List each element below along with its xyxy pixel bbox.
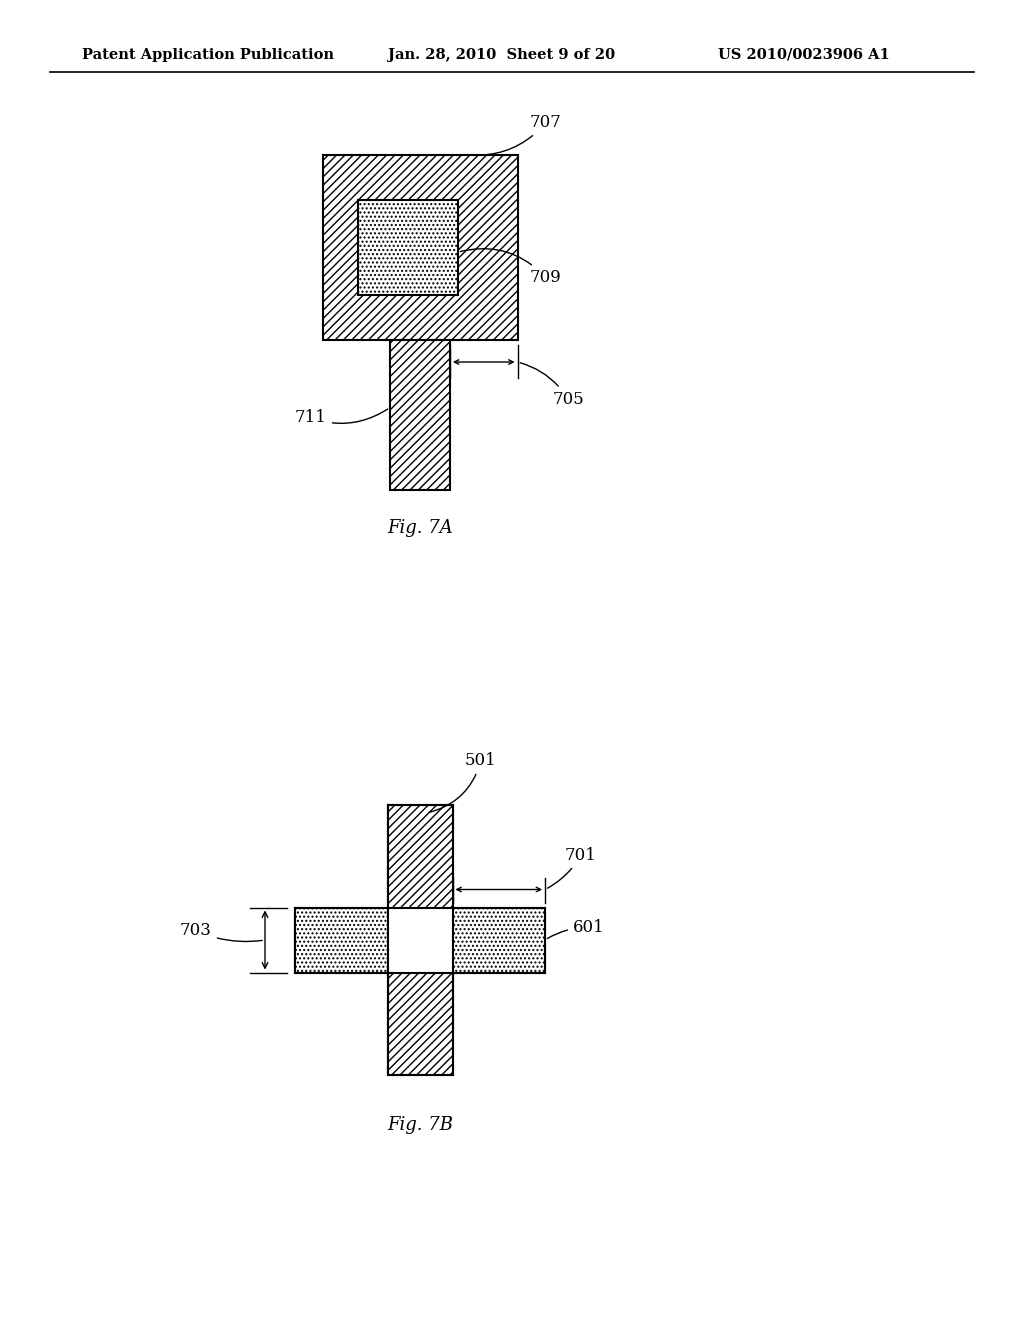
Text: 707: 707 bbox=[471, 114, 562, 156]
Text: Fig. 7B: Fig. 7B bbox=[387, 1115, 453, 1134]
Text: 601: 601 bbox=[548, 919, 605, 939]
Bar bbox=[387, 908, 453, 973]
Text: Patent Application Publication: Patent Application Publication bbox=[82, 48, 334, 62]
Text: 701: 701 bbox=[548, 846, 597, 888]
Bar bbox=[357, 201, 458, 294]
Bar bbox=[295, 908, 545, 973]
Text: Fig. 7A: Fig. 7A bbox=[387, 519, 453, 537]
Bar bbox=[390, 341, 450, 490]
Bar bbox=[323, 154, 517, 341]
Text: 709: 709 bbox=[460, 248, 562, 286]
Text: US 2010/0023906 A1: US 2010/0023906 A1 bbox=[718, 48, 890, 62]
Bar bbox=[387, 805, 453, 1074]
Text: 703: 703 bbox=[180, 921, 262, 941]
Bar bbox=[387, 805, 453, 1074]
Text: 705: 705 bbox=[520, 363, 585, 408]
Bar bbox=[295, 908, 545, 973]
Text: Jan. 28, 2010  Sheet 9 of 20: Jan. 28, 2010 Sheet 9 of 20 bbox=[388, 48, 615, 62]
Text: 711: 711 bbox=[295, 409, 388, 426]
Text: 501: 501 bbox=[429, 752, 497, 812]
